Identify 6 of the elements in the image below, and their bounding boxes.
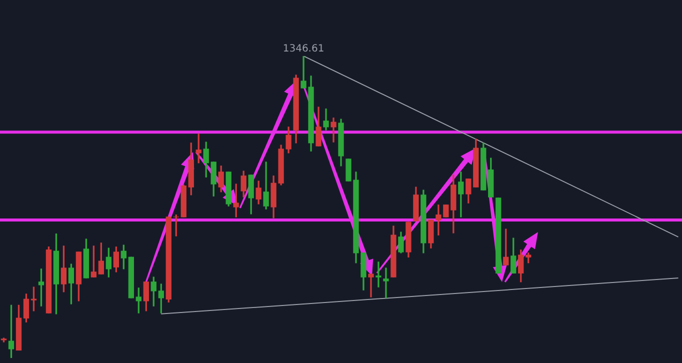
- candlestick: [376, 262, 382, 288]
- annotation: 1346.61: [282, 44, 324, 55]
- candlestick: [233, 184, 239, 218]
- candlestick: [383, 268, 389, 298]
- candlestick: [368, 274, 374, 298]
- candlestick: [330, 118, 336, 142]
